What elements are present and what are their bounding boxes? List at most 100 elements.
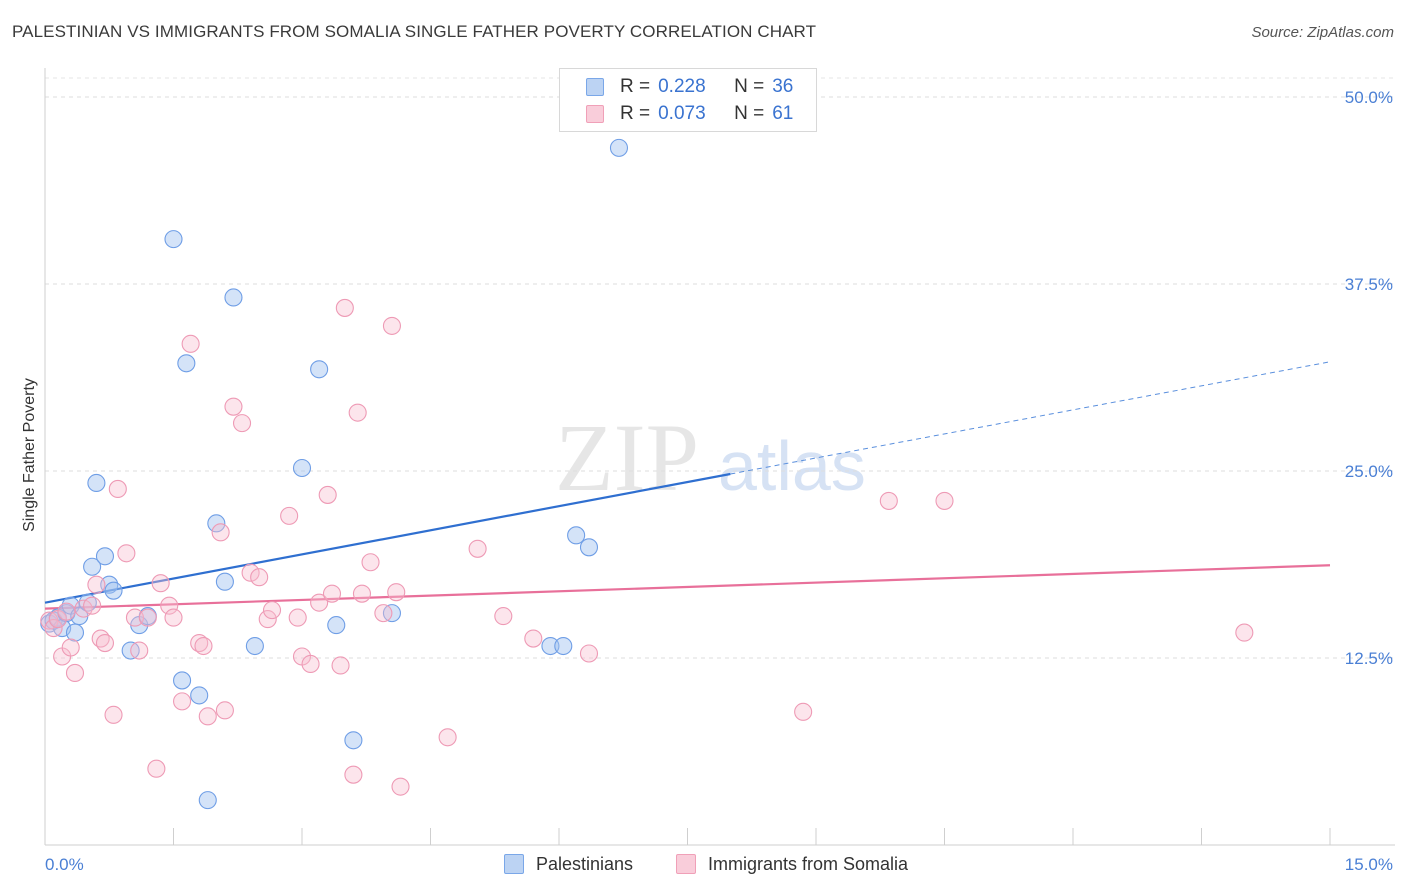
point-palestinians <box>87 473 106 493</box>
bottom-legend-label: Immigrants from Somalia <box>708 853 909 874</box>
point-somalia <box>438 728 457 747</box>
legend-n-value: 61 <box>772 103 794 124</box>
trend-line-palestinians-extension <box>730 361 1331 475</box>
point-somalia <box>382 316 402 335</box>
point-palestinians <box>104 581 123 600</box>
legend-r-value: 0.228 <box>658 76 706 97</box>
point-palestinians <box>567 526 586 545</box>
bottom-legend-label: Palestinians <box>536 853 634 874</box>
point-somalia <box>232 414 252 433</box>
bottom-legend-somalia: Immigrants from Somalia <box>676 852 908 876</box>
point-palestinians <box>198 791 217 810</box>
point-palestinians <box>215 572 234 591</box>
point-somalia <box>794 702 813 721</box>
point-somalia <box>160 596 179 615</box>
point-palestinians <box>190 686 209 705</box>
point-palestinians <box>327 616 346 635</box>
point-palestinians <box>224 288 243 307</box>
point-somalia <box>331 656 350 675</box>
point-somalia <box>104 705 123 724</box>
point-somalia <box>935 491 954 510</box>
point-palestinians <box>95 547 115 566</box>
point-palestinians <box>245 636 264 656</box>
point-somalia <box>181 334 200 353</box>
point-somalia <box>494 607 513 626</box>
point-somalia <box>241 563 260 582</box>
point-palestinians <box>310 360 329 379</box>
point-palestinians <box>579 538 599 557</box>
point-somalia <box>250 568 269 587</box>
point-somalia <box>95 633 115 653</box>
point-somalia <box>108 479 127 499</box>
x-tick-label: 15.0% <box>1345 855 1393 874</box>
y-axis-label: Single Father Poverty <box>21 378 38 532</box>
point-somalia <box>468 539 487 558</box>
point-somalia <box>151 574 170 593</box>
point-palestinians <box>292 458 312 478</box>
point-somalia <box>44 619 63 638</box>
axes <box>44 68 1395 846</box>
data-points <box>40 138 1254 810</box>
point-palestinians <box>164 230 183 249</box>
point-somalia <box>352 584 372 603</box>
point-somalia <box>344 765 363 784</box>
point-palestinians <box>173 671 192 690</box>
point-somalia <box>310 593 329 612</box>
x-tick-label: 0.0% <box>45 855 84 874</box>
point-somalia <box>147 759 166 778</box>
point-somalia <box>125 608 144 627</box>
legend: R = 0.228 N = 36 R = 0.073 N = 61 <box>559 68 817 132</box>
point-somalia <box>87 575 106 594</box>
watermark-zip: ZIP <box>555 404 699 511</box>
point-somalia <box>262 601 282 620</box>
point-somalia <box>258 610 277 629</box>
point-somalia <box>130 641 149 660</box>
point-somalia <box>57 602 76 621</box>
point-somalia <box>374 604 393 623</box>
chart-title: PALESTINIAN VS IMMIGRANTS FROM SOMALIA S… <box>12 22 817 41</box>
point-somalia <box>198 707 217 726</box>
point-palestinians <box>541 636 560 656</box>
chart-source: Source: ZipAtlas.com <box>1251 24 1394 41</box>
legend-r-label: R = <box>620 103 651 124</box>
bottom-legend-swatch-pink <box>676 854 696 874</box>
trend-line-somalia <box>44 564 1331 610</box>
y-tick-label: 37.5% <box>1345 275 1393 294</box>
point-somalia <box>579 644 599 663</box>
axis-labels: 12.5% 25.0% 37.5% 50.0% 0.0% 15.0% Single Fath… <box>21 88 1393 874</box>
point-somalia <box>322 584 342 603</box>
point-somalia <box>288 608 307 627</box>
point-somalia <box>138 608 157 627</box>
point-somalia <box>194 636 213 656</box>
point-somalia <box>301 654 320 674</box>
legend-swatch-pink <box>586 105 604 123</box>
legend-r-label: R = <box>620 76 651 97</box>
point-somalia <box>173 692 192 711</box>
trend-lines <box>44 361 1331 610</box>
point-somalia <box>387 583 406 602</box>
point-palestinians <box>609 138 629 157</box>
point-somalia <box>879 491 898 510</box>
legend-n-value: 36 <box>772 76 794 97</box>
point-somalia <box>61 638 80 657</box>
point-palestinians <box>83 557 102 576</box>
point-palestinians <box>554 636 573 656</box>
point-somalia <box>280 506 299 525</box>
y-tick-label: 12.5% <box>1345 649 1393 668</box>
y-tick-label: 50.0% <box>1345 88 1393 107</box>
legend-row-somalia: R = 0.073 N = 61 <box>586 102 793 126</box>
point-palestinians <box>65 623 85 642</box>
point-palestinians <box>207 514 226 533</box>
point-somalia <box>335 298 354 317</box>
legend-row-palestinians: R = 0.228 N = 36 <box>586 75 793 99</box>
bottom-legend-swatch-blue <box>504 854 524 874</box>
legend-n-label: N = <box>734 76 765 97</box>
point-somalia <box>164 608 183 627</box>
legend-swatch-blue <box>586 78 604 96</box>
point-somalia <box>83 596 102 615</box>
point-palestinians <box>344 731 363 750</box>
point-palestinians <box>177 354 196 373</box>
legend-r-value: 0.073 <box>658 103 706 124</box>
trend-line-palestinians <box>44 472 731 604</box>
point-somalia <box>361 553 380 572</box>
